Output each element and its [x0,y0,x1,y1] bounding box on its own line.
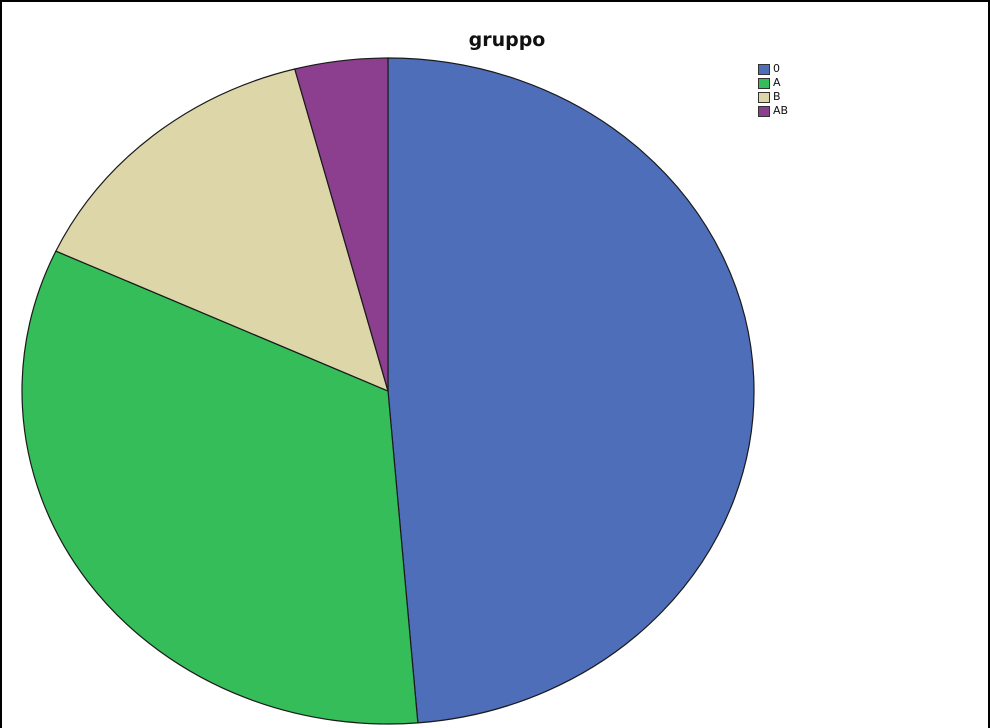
pie-slice-ab [293,57,389,392]
legend-swatch-ab [758,105,770,117]
chart-title: gruppo [468,29,546,51]
legend: 0 A B AB [758,62,788,118]
legend-label-b: B [773,90,781,103]
legend-item-b: B [758,90,788,104]
pie-slice-0 [387,57,755,724]
legend-swatch-b [758,91,770,103]
legend-label-a: A [773,76,781,89]
pie-slice-a [21,250,419,725]
legend-item-a: A [758,76,788,90]
legend-item-0: 0 [758,62,788,76]
legend-label-0: 0 [773,62,780,75]
pie-slice-b [55,68,389,393]
legend-swatch-a [758,77,770,89]
legend-label-ab: AB [773,104,789,117]
legend-item-ab: AB [758,104,788,118]
legend-swatch-0 [758,63,770,75]
pie-slices [21,57,755,725]
